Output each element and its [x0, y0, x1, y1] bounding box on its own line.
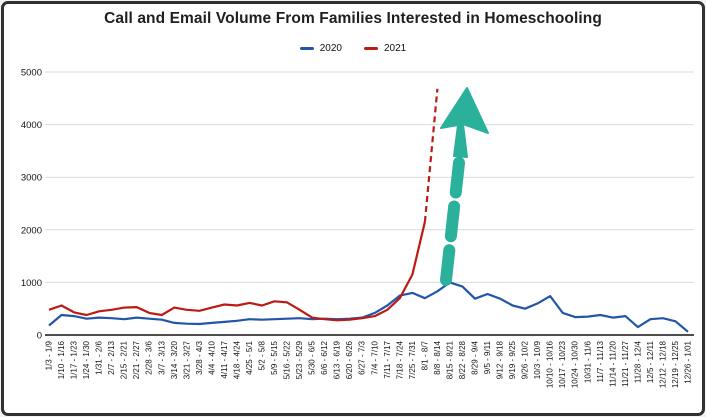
x-tick-label: 10/24 - 10/30 — [571, 340, 580, 388]
series-2021-projection-segment — [423, 88, 439, 223]
x-tick-label: 9/19 - 9/25 — [508, 340, 517, 379]
x-tick-label: 6/13 - 6/19 — [333, 340, 342, 379]
x-tick-label: 1/31 - 2/6 — [95, 340, 104, 374]
gridlines — [45, 71, 694, 336]
x-tick-label: 5/9 - 5/15 — [270, 340, 279, 374]
series-2021-line — [48, 221, 426, 322]
x-tick-label: 10/31 - 11/6 — [583, 340, 592, 383]
x-tick-label: 11/28 - 12/4 — [633, 340, 642, 383]
x-tick-label: 4/11 - 4/17 — [220, 340, 229, 378]
x-tick-label: 6/6 - 6/12 — [320, 340, 329, 374]
x-tick-label: 4/25 - 5/1 — [245, 340, 254, 374]
x-tick-label: 8/1 - 8/7 — [420, 340, 429, 370]
x-tick-label: 4/4 - 4/10 — [207, 340, 216, 374]
x-tick-label: 6/27 - 7/3 — [358, 340, 367, 374]
y-axis-labels: 0 1000 2000 3000 4000 5000 — [21, 68, 42, 342]
y-tick-label: 4000 — [21, 120, 42, 131]
x-tick-label: 6/20 - 6/26 — [345, 340, 354, 379]
x-tick-label: 9/5 - 9/11 — [483, 340, 492, 374]
legend-item-2020: 2020 — [299, 43, 342, 54]
y-tick-label: 1000 — [21, 278, 42, 289]
legend-swatch-2020 — [299, 47, 314, 50]
x-tick-label: 8/29 - 9/4 — [471, 340, 480, 374]
x-tick-label: 5/2 - 5/8 — [258, 340, 267, 370]
x-tick-label: 11/14 - 11/20 — [608, 340, 617, 387]
x-tick-label: 3/7 - 3/13 — [157, 340, 166, 374]
x-tick-label: 10/10 - 10/16 — [546, 340, 555, 388]
x-tick-label: 11/21 - 11/27 — [621, 340, 630, 387]
x-tick-label: 12/12 - 12/18 — [658, 340, 667, 388]
series-2020-line — [48, 281, 689, 333]
x-tick-label: 10/17 - 10/23 — [558, 340, 567, 388]
x-tick-label: 12/26 - 1/01 — [684, 340, 693, 383]
x-tick-label: 2/28 - 3/6 — [145, 340, 154, 374]
x-tick-label: 2/7 - 2/13 — [107, 340, 116, 374]
arrow-shaft — [440, 148, 466, 286]
legend-swatch-2021 — [364, 47, 378, 50]
legend-label-2021: 2021 — [384, 43, 407, 54]
x-tick-label: 7/4 - 7/10 — [370, 340, 379, 374]
x-tick-label: 3/21 - 3/27 — [182, 340, 191, 379]
y-tick-label: 5000 — [21, 68, 42, 79]
x-tick-label: 2/15 - 2/21 — [120, 340, 129, 379]
y-tick-label: 0 — [37, 331, 42, 342]
arrow-head — [440, 87, 489, 158]
x-tick-label: 5/23 - 5/29 — [295, 340, 304, 379]
x-tick-label: 9/26 - 10/2 — [521, 340, 530, 379]
x-tick-label: 12/19 - 12/25 — [671, 340, 680, 388]
x-tick-label: 11/7 - 11/13 — [596, 340, 605, 382]
line-chart: 0 1000 2000 3000 4000 5000 1/3 - 1/9 1/10 - 1/1… — [21, 68, 694, 388]
x-tick-label: 1/24 - 1/30 — [82, 340, 91, 379]
x-tick-label: 8/22 - 8/28 — [458, 340, 467, 379]
x-tick-label: 2/21 - 2/27 — [132, 340, 141, 379]
x-tick-label: 8/8 - 8/14 — [433, 340, 442, 374]
trend-arrow — [440, 87, 489, 286]
x-tick-label: 1/3 - 1/9 — [45, 340, 54, 370]
y-tick-label: 2000 — [21, 225, 42, 236]
legend: 2020 2021 — [4, 43, 702, 54]
chart-title: Call and Email Volume From Families Inte… — [104, 10, 602, 27]
x-tick-label: 5/30 - 6/5 — [308, 340, 317, 374]
x-tick-label: 8/15 - 8/21 — [445, 340, 454, 379]
x-axis-labels: 1/3 - 1/9 1/10 - 1/16 1/17 - 1/23 1/24 - 1/… — [45, 340, 693, 388]
legend-item-2021: 2021 — [364, 43, 406, 54]
x-tick-label: 5/16 - 5/22 — [283, 340, 292, 379]
x-tick-label: 9/12 - 9/18 — [496, 340, 505, 379]
legend-label-2020: 2020 — [319, 43, 342, 54]
x-tick-label: 4/18 - 4/24 — [232, 340, 241, 379]
x-tick-label: 7/18 - 7/24 — [395, 340, 404, 379]
x-tick-label: 10/3 - 10/9 — [533, 340, 542, 379]
x-tick-label: 7/11 - 7/17 — [383, 340, 392, 378]
x-tick-label: 1/17 - 1/23 — [70, 340, 79, 379]
x-tick-label: 3/28 - 4/3 — [195, 340, 204, 374]
x-tick-label: 1/10 - 1/16 — [57, 340, 66, 379]
x-tick-label: 3/14 - 3/20 — [170, 340, 179, 379]
x-tick-label: 7/25 - 7/31 — [408, 340, 417, 379]
x-tick-label: 12/5 - 12/11 — [646, 340, 655, 383]
y-tick-label: 3000 — [21, 173, 42, 184]
